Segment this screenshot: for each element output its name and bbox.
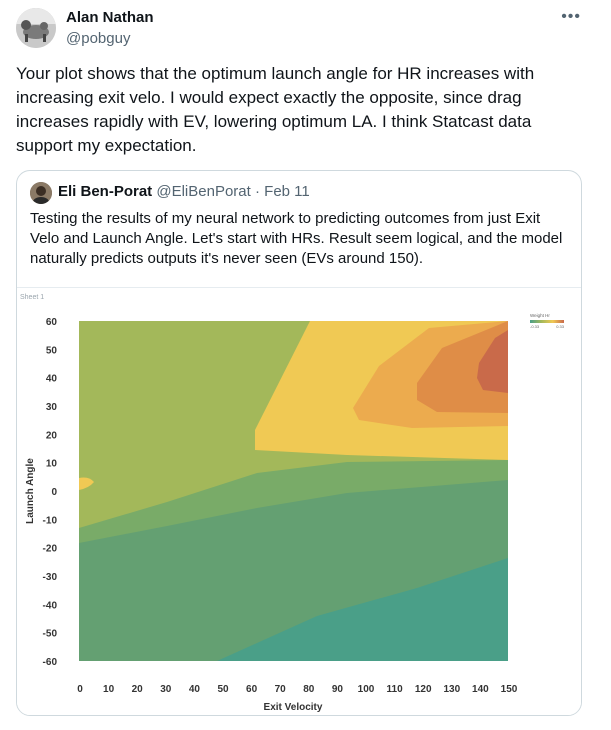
- band-yellow-spot: [79, 477, 94, 490]
- x-tick-label: 30: [160, 684, 172, 695]
- quoted-avatar-image: [30, 182, 52, 204]
- x-tick-label: 10: [103, 684, 115, 695]
- sheet-label: Sheet 1: [20, 294, 44, 301]
- y-tick-label: -40: [43, 600, 58, 611]
- quoted-header: Eli Ben-Porat @EliBenPorat · Feb 11: [58, 183, 310, 200]
- y-tick-label: 40: [46, 374, 58, 385]
- x-tick-label: 110: [387, 684, 404, 695]
- x-axis-label: Exit Velocity: [264, 702, 323, 713]
- x-tick-label: 40: [189, 684, 201, 695]
- quoted-author-handle[interactable]: @EliBenPorat: [156, 183, 251, 200]
- x-tick-label: 130: [443, 684, 460, 695]
- y-axis-ticks: 60 50 40 30 20 10 0 -10 -20 -30 -40 -50 -60: [43, 317, 58, 668]
- quoted-text: Testing the results of my neural network…: [30, 210, 563, 267]
- avatar[interactable]: [16, 8, 56, 48]
- quoted-date[interactable]: Feb 11: [264, 183, 310, 200]
- heatmap-bands: [79, 321, 508, 661]
- y-tick-label: 20: [46, 430, 58, 441]
- x-tick-label: 140: [472, 684, 489, 695]
- heatmap-chart: Sheet 1 6050403020100-10-20-30-40-50-60 …: [20, 294, 565, 713]
- y-tick-label: -10: [43, 515, 58, 526]
- x-axis-ticks: 0 10 20 30 40 50 60 70 80 90 100 110 120 130 140 150: [77, 684, 518, 695]
- y-tick-label: -60: [43, 657, 58, 668]
- x-tick-label: 60: [246, 684, 258, 695]
- x-tick-label: 80: [303, 684, 315, 695]
- quoted-tweet[interactable]: Eli Ben-Porat @EliBenPorat · Feb 11 Test…: [16, 170, 582, 716]
- y-tick-label: -30: [43, 572, 58, 583]
- avatar-image: [16, 8, 56, 48]
- x-tick-label: 0: [77, 684, 83, 695]
- x-tick-label: 150: [501, 684, 518, 695]
- quoted-avatar: [30, 182, 52, 204]
- y-tick-label: 10: [46, 459, 58, 470]
- x-tick-label: 100: [358, 684, 375, 695]
- author-handle[interactable]: @pobguy: [66, 30, 131, 47]
- y-tick-label: 0: [51, 487, 57, 498]
- x-tick-label: 120: [415, 684, 432, 695]
- chart-container: Sheet 1 60 50 40 30 20 10 0 -10 -20 -30 -40 -50 -60 …: [17, 287, 581, 715]
- tweet-text: Your plot shows that the optimum launch …: [16, 64, 535, 155]
- y-tick-label: -20: [43, 544, 58, 555]
- legend-title: Weight Hr: [530, 313, 550, 318]
- more-horizontal-icon[interactable]: •••: [561, 8, 581, 25]
- y-tick-label: -50: [43, 629, 58, 640]
- author-name[interactable]: Alan Nathan: [66, 9, 154, 26]
- x-tick-label: 20: [132, 684, 144, 695]
- y-axis-label: Launch Angle: [25, 458, 36, 524]
- band-red: [477, 330, 508, 393]
- legend-max-label: 0.33: [556, 324, 565, 329]
- x-tick-label: 90: [332, 684, 344, 695]
- quoted-separator: ·: [254, 183, 260, 200]
- chart-legend: Weight Hr -0.33 0.33: [530, 313, 565, 329]
- y-tick-label: 30: [46, 402, 58, 413]
- legend-min-label: -0.33: [530, 324, 540, 329]
- quoted-author-name[interactable]: Eli Ben-Porat: [58, 183, 153, 200]
- x-tick-label: 70: [275, 684, 287, 695]
- y-tick-label: 60: [46, 317, 58, 328]
- y-tick-label: 50: [46, 345, 58, 356]
- band-teal: [217, 558, 508, 661]
- x-tick-label: 50: [217, 684, 229, 695]
- legend-gradient: [530, 320, 564, 323]
